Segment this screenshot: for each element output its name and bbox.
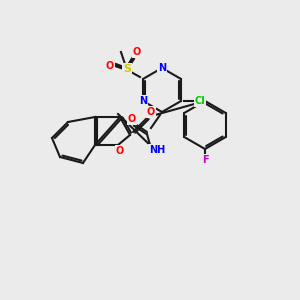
- Text: F: F: [202, 155, 208, 165]
- Text: NH: NH: [149, 145, 165, 155]
- Text: O: O: [128, 114, 136, 124]
- Text: N: N: [158, 63, 166, 73]
- Text: S: S: [123, 64, 131, 74]
- Text: O: O: [147, 107, 155, 117]
- Text: O: O: [106, 61, 114, 71]
- Text: O: O: [133, 47, 141, 57]
- Text: Cl: Cl: [195, 96, 206, 106]
- Text: N: N: [139, 96, 147, 106]
- Text: O: O: [116, 146, 124, 156]
